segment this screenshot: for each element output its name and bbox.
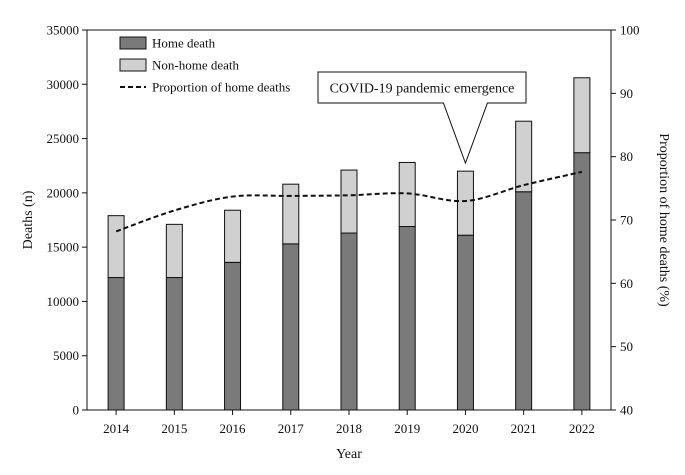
- x-tick-label-2020: 2020: [452, 421, 478, 436]
- y-tick-label-10000: 10000: [47, 294, 80, 309]
- x-tick-label-2019: 2019: [394, 421, 420, 436]
- bar-home-2018: [340, 232, 358, 411]
- y-tick-label-35000: 35000: [47, 23, 80, 38]
- annotation-callout: [317, 71, 527, 165]
- y-tick-label-20000: 20000: [47, 185, 80, 200]
- bar-nonhome-2014: [107, 215, 125, 279]
- y2-tick-label-40: 40: [620, 403, 633, 418]
- y2-tick-label-70: 70: [620, 213, 633, 228]
- bar-home-2016: [224, 261, 242, 411]
- x-tick-label-2014: 2014: [103, 421, 130, 436]
- x-tick-label-2017: 2017: [278, 421, 305, 436]
- legend-label-0: Home death: [152, 36, 216, 51]
- bars-layer: [107, 77, 591, 411]
- legend-swatch-nonhome: [119, 58, 147, 72]
- y-tick-label-15000: 15000: [47, 240, 80, 255]
- legend-label-2: Proportion of home deaths: [152, 80, 290, 95]
- bar-home-2017: [282, 243, 300, 411]
- bar-home-2022: [573, 152, 591, 411]
- bar-nonhome-2021: [515, 120, 533, 193]
- bar-nonhome-2022: [573, 77, 591, 154]
- bar-nonhome-2016: [224, 209, 242, 263]
- bar-home-2015: [165, 277, 183, 411]
- bar-home-2014: [107, 277, 125, 411]
- x-tick-label-2021: 2021: [511, 421, 537, 436]
- bar-home-2019: [398, 226, 416, 411]
- y-tick-label-25000: 25000: [47, 131, 80, 146]
- x-tick-label-2015: 2015: [161, 421, 187, 436]
- y-tick-label-0: 0: [73, 403, 80, 418]
- annotation-text: COVID-19 pandemic emergence: [330, 82, 515, 97]
- bar-home-2020: [456, 234, 474, 411]
- x-tick-label-2022: 2022: [569, 421, 595, 436]
- legend-swatch-home: [119, 36, 147, 50]
- y2-axis-title: Proportion of home deaths (%): [656, 133, 671, 307]
- bar-nonhome-2020: [456, 170, 474, 236]
- annotation-layer: COVID-19 pandemic emergence: [317, 71, 527, 165]
- y2-tick-label-80: 80: [620, 149, 633, 164]
- bar-nonhome-2017: [282, 183, 300, 245]
- y-tick-label-5000: 5000: [53, 348, 79, 363]
- x-axis-title: Year: [336, 447, 362, 462]
- ticks-layer: 0 5000 10000 15000 20000 25000 30000 35000 40 50 6…: [47, 23, 640, 437]
- legend-label-1: Non-home death: [152, 58, 240, 73]
- y-tick-label-30000: 30000: [47, 77, 80, 92]
- legend: Home death Non-home death Proportion of ho…: [119, 36, 290, 95]
- x-tick-label-2018: 2018: [336, 421, 362, 436]
- y2-tick-label-100: 100: [620, 23, 640, 38]
- bar-nonhome-2015: [165, 223, 183, 279]
- y2-tick-label-50: 50: [620, 339, 633, 354]
- y2-tick-label-60: 60: [620, 276, 633, 291]
- bar-nonhome-2018: [340, 169, 358, 234]
- y2-tick-label-90: 90: [620, 86, 633, 101]
- y-axis-title: Deaths (n): [21, 190, 36, 249]
- bar-home-2021: [515, 191, 533, 411]
- x-tick-label-2016: 2016: [220, 421, 247, 436]
- bar-nonhome-2019: [398, 161, 416, 228]
